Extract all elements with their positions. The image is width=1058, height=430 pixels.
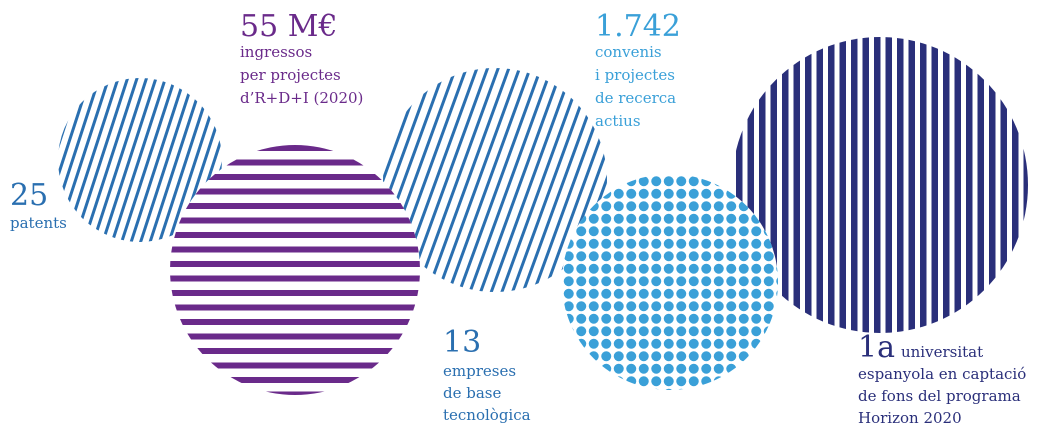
stat-value: 1a: [858, 330, 895, 365]
stat-label: patents: [10, 214, 67, 232]
stat-label: empreses: [443, 362, 516, 380]
stat-value: 13: [443, 325, 481, 360]
stat-label: i projectes: [595, 66, 675, 84]
pattern-circle: [562, 174, 778, 390]
stat-label: tecnològica: [443, 406, 531, 424]
stat-label: universitat: [901, 343, 983, 361]
pattern-circle: [732, 37, 1028, 333]
stat-label: per projectes: [240, 66, 341, 84]
stat-label: de base: [443, 384, 501, 402]
stat-value: 1.742: [595, 9, 681, 44]
stat-label: de fons del programa: [858, 387, 1021, 405]
pattern-circle: [170, 145, 420, 395]
stat-label: ingressos: [240, 43, 312, 61]
stat-label: convenis: [595, 43, 662, 61]
stat-label: Horizon 2020: [858, 409, 962, 427]
stat-label: d’R+D+I (2020): [240, 89, 363, 107]
stat-label: espanyola en captació: [858, 365, 1026, 383]
stat-value: 25: [10, 178, 48, 213]
stat-heading: 1a universitat: [858, 330, 983, 365]
pattern-circle: [58, 78, 222, 242]
stat-label: actius: [595, 112, 641, 130]
stat-value: 55 M€: [240, 9, 338, 44]
stat-label: de recerca: [595, 89, 676, 107]
pattern-circle: [383, 68, 607, 292]
